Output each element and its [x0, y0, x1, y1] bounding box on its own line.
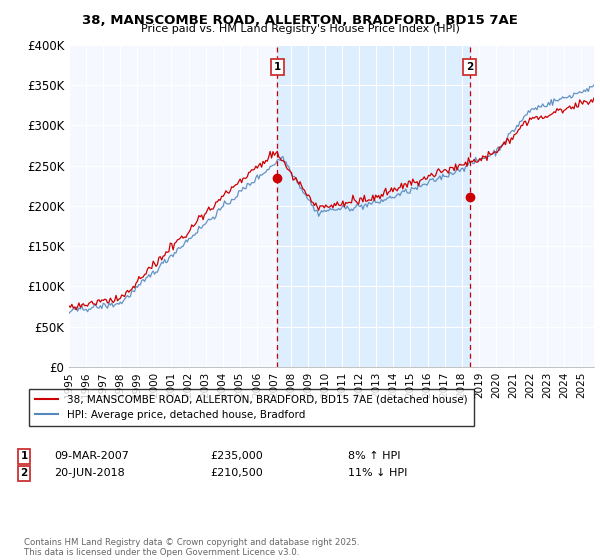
Text: 1: 1: [274, 62, 281, 72]
Text: Price paid vs. HM Land Registry's House Price Index (HPI): Price paid vs. HM Land Registry's House …: [140, 24, 460, 34]
Text: 09-MAR-2007: 09-MAR-2007: [54, 451, 129, 461]
Text: 2: 2: [20, 468, 28, 478]
Text: Contains HM Land Registry data © Crown copyright and database right 2025.
This d: Contains HM Land Registry data © Crown c…: [24, 538, 359, 557]
Text: 8% ↑ HPI: 8% ↑ HPI: [348, 451, 401, 461]
Text: £235,000: £235,000: [210, 451, 263, 461]
Text: 20-JUN-2018: 20-JUN-2018: [54, 468, 125, 478]
Text: £210,500: £210,500: [210, 468, 263, 478]
Text: 11% ↓ HPI: 11% ↓ HPI: [348, 468, 407, 478]
Text: 38, MANSCOMBE ROAD, ALLERTON, BRADFORD, BD15 7AE: 38, MANSCOMBE ROAD, ALLERTON, BRADFORD, …: [82, 14, 518, 27]
Bar: [277, 45, 470, 367]
Legend: 38, MANSCOMBE ROAD, ALLERTON, BRADFORD, BD15 7AE (detached house), HPI: Average : 38, MANSCOMBE ROAD, ALLERTON, BRADFORD, …: [29, 389, 473, 426]
Text: 2: 2: [466, 62, 473, 72]
Text: 1: 1: [20, 451, 28, 461]
